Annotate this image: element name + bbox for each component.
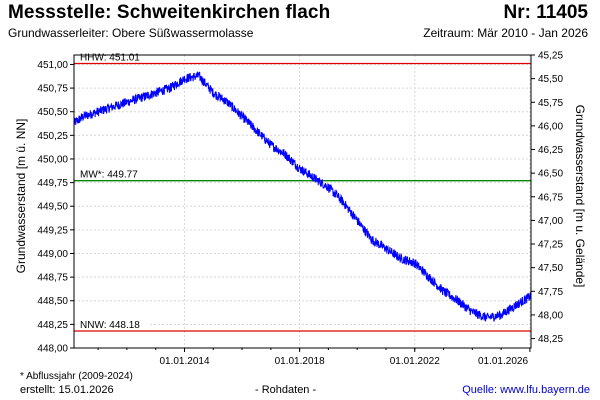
y-right-tick-label: 45,25	[538, 51, 563, 62]
y-tick-label: 451,00	[37, 60, 68, 71]
y-right-tick-label: 47,50	[538, 263, 563, 274]
reference-lines: HHW: 451.01 MW*: 449.77 NNW: 448.18	[74, 52, 531, 332]
y-right-tick-label: 47,00	[538, 216, 563, 227]
reference-label: MW*: 449.77	[80, 170, 138, 181]
source-link[interactable]: Quelle: www.lfu.bayern.de	[462, 384, 590, 396]
y-tick-label: 448,75	[37, 273, 68, 284]
reference-label-bg	[77, 319, 149, 330]
y-right-tick-label: 45,75	[538, 98, 563, 109]
y-tick-label: 448,50	[37, 296, 68, 307]
y-right-tick-label: 46,75	[538, 192, 563, 203]
reference-label: NNW: 448.18	[80, 320, 140, 331]
x-tick-label: 01.01.2014	[159, 356, 209, 367]
period-label: Zeitraum: Mär 2010 - Jan 2026	[423, 26, 588, 40]
series-layer	[73, 71, 532, 322]
page-title: Messstelle: Schweitenkirchen flach	[8, 2, 331, 23]
y-tick-label: 449,25	[37, 225, 68, 236]
station-number: Nr: 11405	[503, 2, 588, 23]
y-tick-label: 450,25	[37, 131, 68, 142]
y-tick-label: 448,00	[37, 344, 68, 355]
y-right-tick-label: 48,00	[538, 310, 563, 321]
x-tick-label: 01.01.2022	[390, 356, 440, 367]
plot-frame	[73, 54, 532, 349]
y-axis-label-left: Grundwasserstand [m ü. NN]	[14, 119, 28, 274]
chart-grid	[74, 55, 531, 349]
y-right-tick-label: 46,00	[538, 121, 563, 132]
y-right-tick-label: 47,75	[538, 287, 563, 298]
reference-label-bg	[77, 52, 149, 63]
footnote: * Abflussjahr (2009-2024)	[20, 371, 133, 382]
y-tick-label: 450,00	[37, 154, 68, 165]
series-line	[73, 71, 532, 322]
y-tick-label: 448,25	[37, 320, 68, 331]
y-right-tick-label: 48,25	[538, 334, 563, 345]
x-tick-label: 01.01.2026	[478, 356, 528, 367]
aquifer-label: Grundwasserleiter: Obere Süßwassermolass…	[8, 26, 254, 40]
tick-layer: 448,00 448,25 448,50 448,75 449,00 449,25 449,…	[37, 51, 563, 368]
y-tick-label: 449,50	[37, 202, 68, 213]
created-date: erstellt: 15.01.2026	[20, 384, 114, 396]
y-axis-label-right: Grundwasserstand [m u. Gelände]	[573, 105, 587, 288]
y-tick-label: 449,00	[37, 249, 68, 260]
y-tick-label: 450,50	[37, 107, 68, 118]
reference-label: HHW: 451.01	[80, 53, 140, 64]
y-right-tick-label: 45,50	[538, 74, 563, 85]
reference-label-bg	[77, 169, 149, 180]
y-right-tick-label: 46,50	[538, 169, 563, 180]
y-right-tick-label: 47,25	[538, 240, 563, 251]
x-tick-label: 01.01.2018	[275, 356, 325, 367]
rawdata-label: - Rohdaten -	[255, 384, 317, 396]
y-tick-label: 450,75	[37, 84, 68, 95]
y-right-tick-label: 46,25	[538, 145, 563, 156]
y-tick-label: 449,75	[37, 178, 68, 189]
